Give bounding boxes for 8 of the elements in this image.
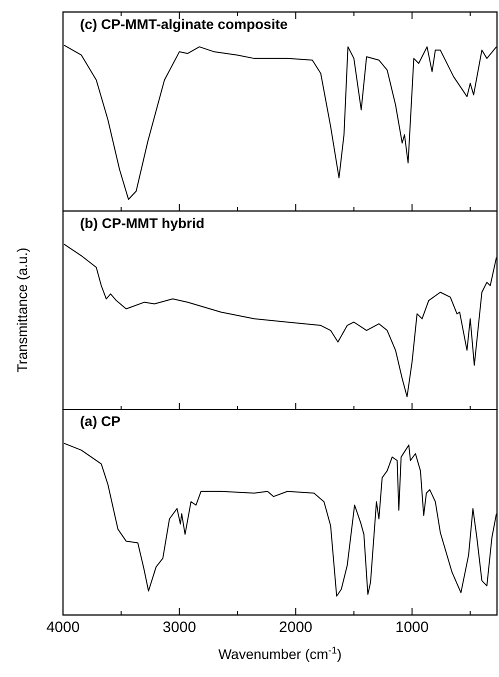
x-tick-label: 2000 — [279, 619, 312, 636]
chart-title: (b) CP-MMT hybrid — [80, 214, 204, 231]
x-tick-label: 4000 — [46, 619, 80, 636]
chart-title: (c) CP-MMT-alginate composite — [80, 16, 288, 32]
chart-title: (a) CP — [80, 412, 120, 429]
x-tick-label: 1000 — [395, 619, 429, 636]
y-axis-title: Transmittance (a.u.) — [14, 248, 30, 372]
x-tick-label: 3000 — [162, 619, 196, 636]
